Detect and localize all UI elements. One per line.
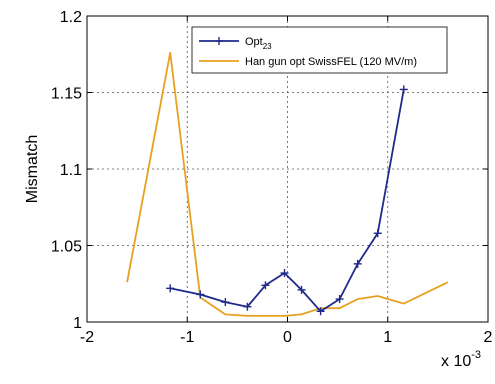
series-layer (126, 51, 449, 317)
y-tick-label: 1.15 (51, 86, 82, 103)
series-line-1 (170, 89, 405, 313)
legend-label-series-2: Han gun opt SwissFEL (120 MV/m) (245, 56, 417, 68)
y-tick-label: 1 (73, 315, 82, 332)
legend-box (191, 26, 448, 74)
data-point (280, 269, 289, 278)
y-axis-title: Mismatch (24, 135, 41, 203)
axis-ticks (86, 15, 489, 323)
data-point (335, 295, 344, 304)
x-tick-label: 1 (383, 329, 392, 346)
legend-marker-series-1 (215, 37, 223, 45)
legend-label-series-1-sub: 23 (263, 42, 272, 51)
data-point (221, 298, 230, 307)
x-axis-multiplier: x 10-3 (441, 349, 481, 370)
series-line-2 (126, 51, 449, 317)
legend: Opt23 Han gun opt SwissFEL (120 MV/m) (191, 26, 448, 74)
x-multiplier-base: x 10 (441, 353, 471, 370)
data-point (373, 229, 382, 238)
data-point (243, 302, 252, 311)
y-tick-label: 1.2 (60, 9, 82, 26)
data-point (297, 285, 306, 294)
data-point (166, 284, 175, 293)
x-tick-label: -1 (180, 329, 194, 346)
data-point (316, 307, 325, 316)
data-point (196, 290, 205, 299)
legend-label-series-1: Opt23 (245, 36, 272, 51)
data-point (353, 259, 362, 268)
y-tick-label: 1.05 (51, 239, 82, 256)
x-tick-label: 0 (283, 329, 292, 346)
x-tick-label: -2 (80, 329, 94, 346)
data-point (261, 281, 270, 290)
x-multiplier-exponent: -3 (471, 349, 481, 361)
legend-label-series-1-base: Opt (245, 36, 263, 48)
svg-text:x 10-3: x 10-3 (441, 349, 481, 370)
data-point (399, 85, 408, 94)
x-tick-label: 2 (484, 329, 493, 346)
y-tick-label: 1.1 (60, 162, 82, 179)
